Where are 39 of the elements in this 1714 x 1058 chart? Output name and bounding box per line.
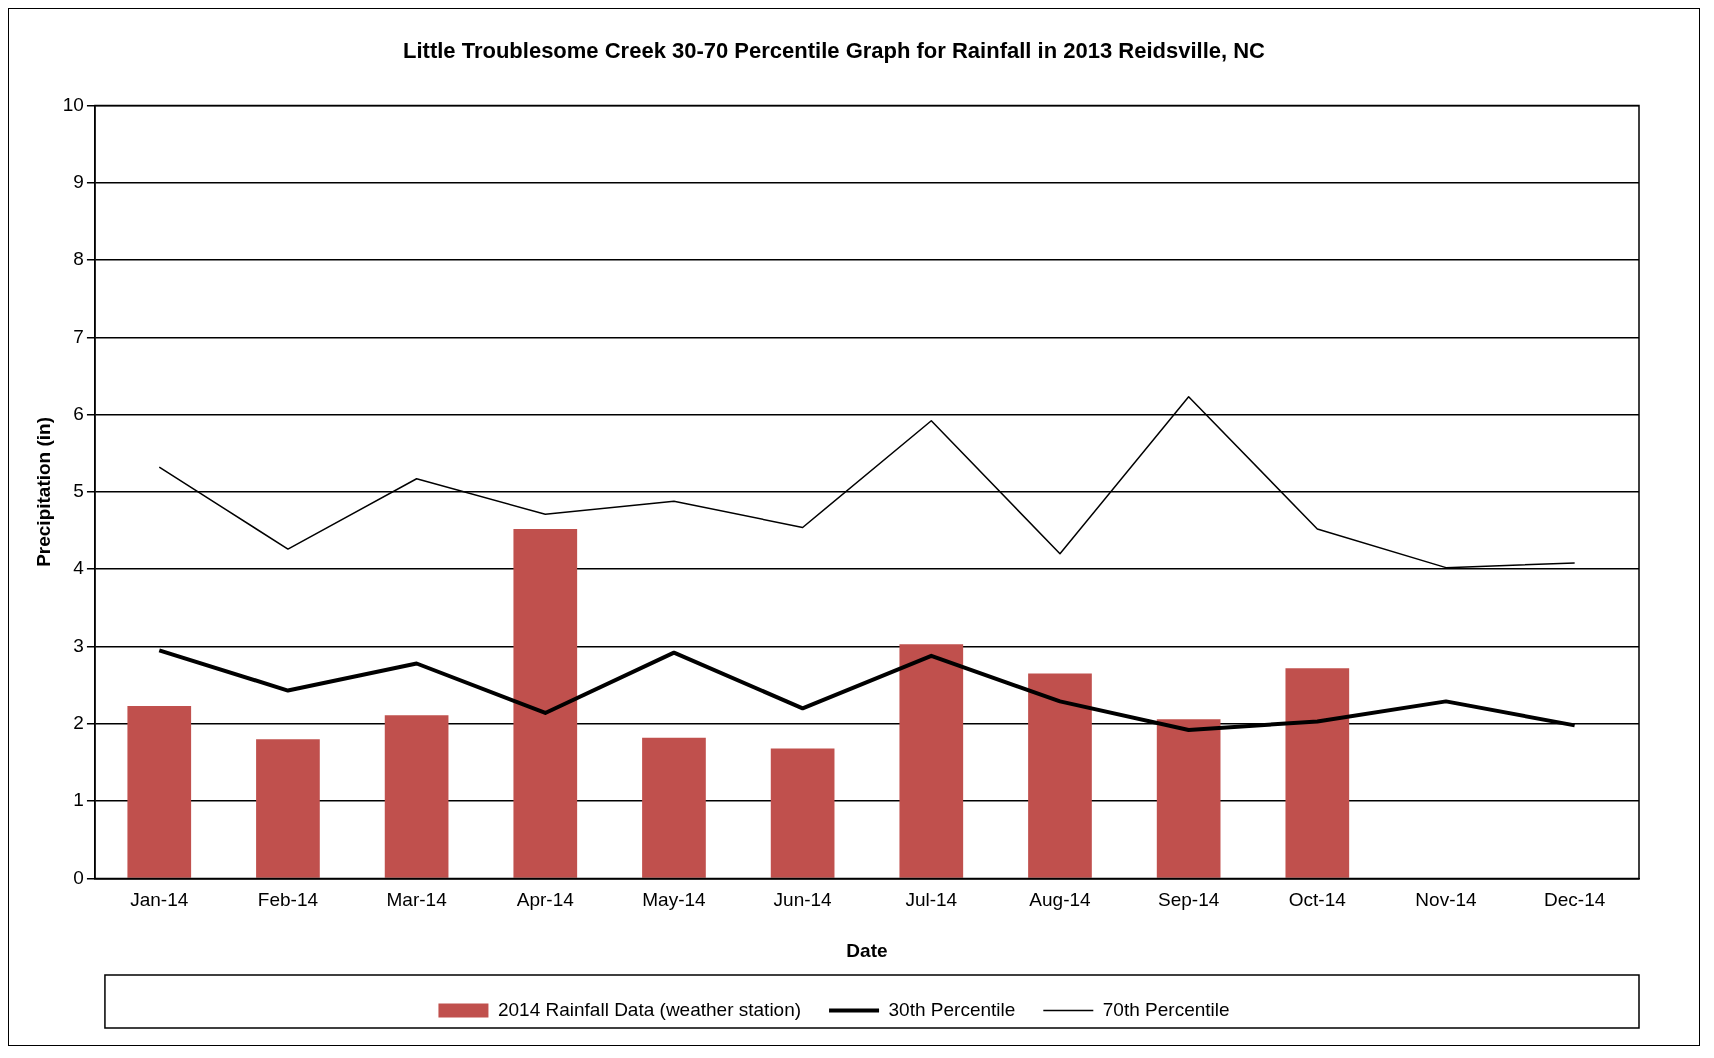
bar [899,644,964,878]
x-tick-label: Aug-14 [1029,889,1092,911]
legend-label: 70th Percentile [1102,998,1230,1020]
bar [642,737,706,878]
x-tick-label: Sep-14 [1158,889,1220,911]
bar [770,748,835,878]
y-tick-label: 8 [73,248,84,270]
y-tick-label: 7 [73,325,84,347]
y-tick-label: 9 [73,170,84,192]
bar [1285,668,1350,878]
bar [1156,719,1221,878]
y-tick-label: 6 [73,402,84,424]
x-tick-label: Jun-14 [773,889,833,911]
x-axis-title: Date [846,939,888,961]
bar [384,715,449,878]
y-tick-label: 5 [73,480,84,502]
bar [127,706,192,878]
y-tick-label: 3 [73,634,84,656]
x-tick-label: Mar-14 [386,889,448,911]
y-tick-label: 1 [73,789,84,811]
y-tick-label: 2 [73,712,84,734]
y-tick-label: 4 [73,557,85,579]
chart-title: Little Troublesome Creek 30-70 Percentile Graph for Rainfall in 2013 Reidsville, NC [403,38,1266,64]
x-tick-label: May-14 [642,889,707,911]
x-tick-label: Jul-14 [905,889,958,911]
bar [513,529,578,878]
legend-label: 30th Percentile [888,998,1016,1020]
x-tick-label: Nov-14 [1415,889,1478,911]
x-tick-label: Apr-14 [516,889,575,911]
y-axis-title: Precipitation (in) [32,416,54,567]
bar [256,739,320,878]
legend-label: 2014 Rainfall Data (weather station) [497,998,802,1020]
y-tick-label: 0 [73,866,84,888]
x-tick-label: Oct-14 [1288,889,1347,911]
bar [1028,673,1092,878]
x-tick-label: Jan-14 [130,889,189,911]
x-tick-label: Feb-14 [257,889,319,911]
x-tick-label: Dec-14 [1544,889,1606,911]
y-tick-label: 10 [62,93,84,115]
